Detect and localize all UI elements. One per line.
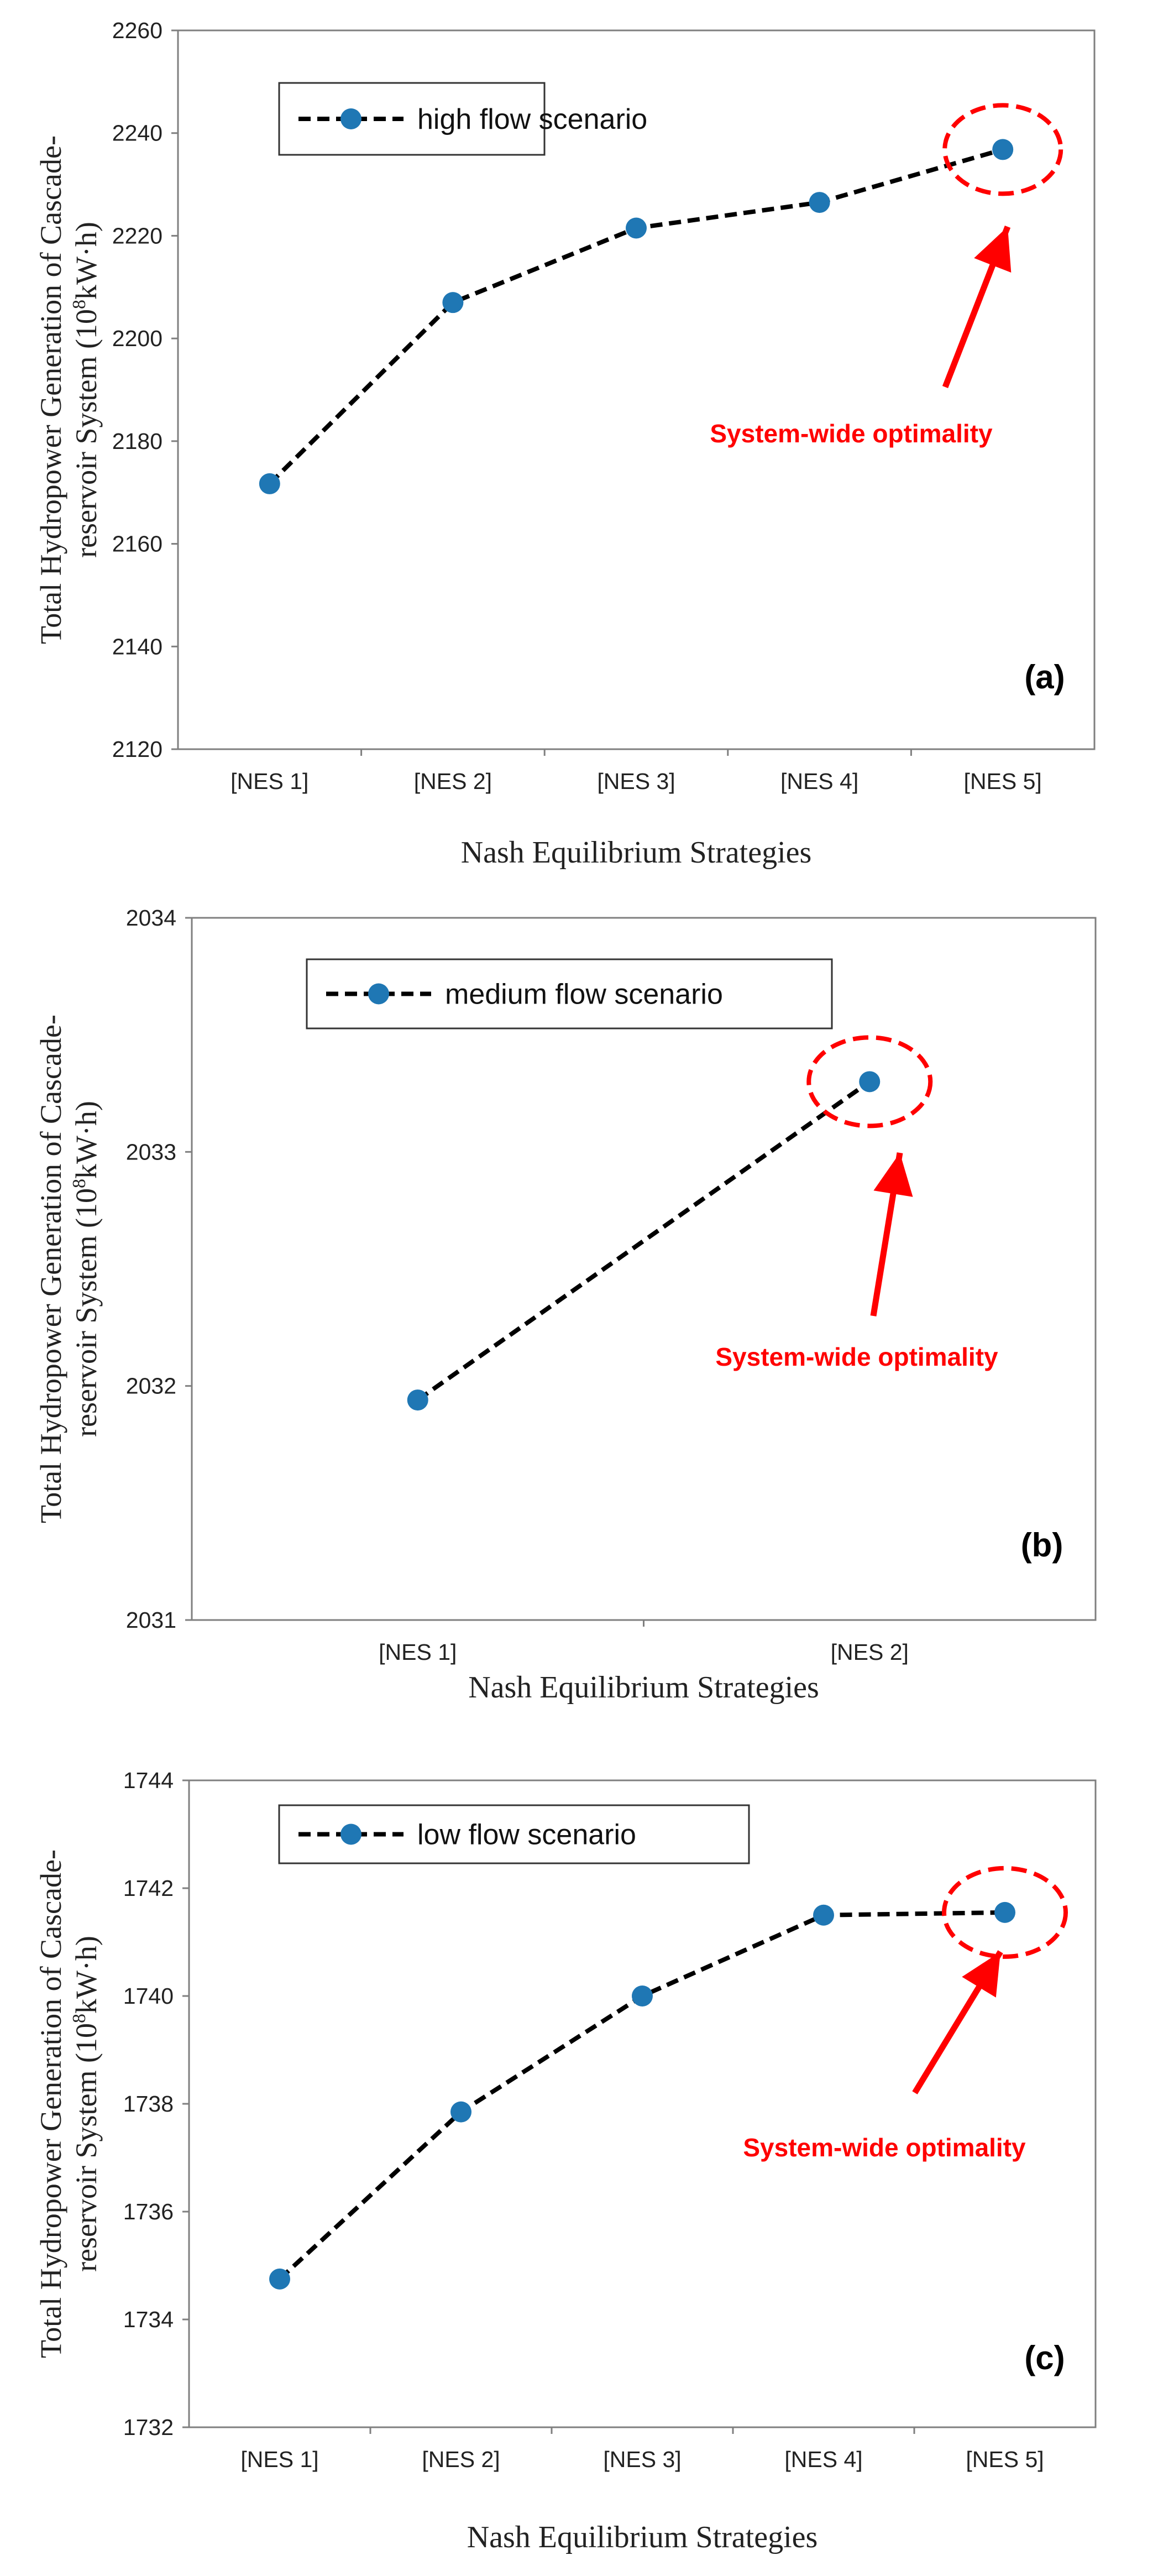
x-axis-label: Nash Equilibrium Strategies — [467, 2520, 818, 2554]
y-tick-label: 2031 — [126, 1607, 176, 1633]
series-line — [416, 1080, 871, 1402]
x-tick-label: [NES 2] — [831, 1639, 909, 1665]
y-axis-label-unit: kW·h) — [70, 1936, 103, 2014]
x-tick-label: [NES 2] — [422, 2447, 500, 2472]
chart-panel-1: 2120 2140 2160 2180 2200 2220 2240 2260 [NES 1] [… — [34, 18, 1096, 870]
highlight-ellipse — [942, 1866, 1068, 1959]
y-tick-label: 2034 — [126, 905, 176, 931]
x-tick-label: [NES 1] — [379, 1639, 457, 1665]
data-point — [809, 192, 830, 213]
y-tick-label: 2140 — [112, 634, 163, 659]
annotation-arrowhead — [873, 1153, 913, 1197]
y-tick-label: 2240 — [112, 121, 163, 146]
legend: high flow scenario — [278, 82, 647, 156]
y-axis-label-unit: kW·h) — [70, 222, 103, 300]
y-tick-label: 2200 — [112, 326, 163, 351]
y-tick-label: 2180 — [112, 429, 163, 454]
y-axis-label-line2: reservoir System (10 — [70, 1188, 103, 1437]
panel-label: (a) — [1024, 659, 1065, 696]
annotation-text: System-wide optimality — [715, 1342, 998, 1371]
data-point — [450, 2101, 471, 2123]
annotation-arrowhead — [962, 1952, 1000, 1998]
legend-marker — [368, 983, 389, 1005]
series-line — [278, 1910, 1005, 2281]
x-tick-label: [NES 4] — [780, 769, 858, 794]
y-axis-label-line2: reservoir System (10 — [70, 2023, 103, 2272]
legend-marker — [340, 1823, 361, 1845]
y-tick-label: 1744 — [123, 1768, 174, 1793]
data-point — [859, 1071, 881, 1093]
legend-marker — [340, 108, 361, 129]
y-tick-label: 1740 — [123, 1983, 174, 2009]
y-tick-label: 1742 — [123, 1875, 174, 1901]
chart-panel-3: 1732 1734 1736 1738 1740 1742 1744 [NES 1] [NES … — [34, 1768, 1097, 2554]
y-axis-label-unit: kW·h) — [70, 1101, 103, 1179]
plot-area — [177, 29, 1096, 750]
data-point — [442, 292, 464, 313]
x-axis-label: Nash Equilibrium Strategies — [468, 1670, 819, 1705]
highlight-ellipse — [942, 103, 1063, 196]
y-axis-label-superscript: 8 — [69, 300, 90, 309]
y-axis-label-superscript: 8 — [69, 2014, 90, 2023]
y-axis-label-line1: Total Hydropower Generation of Cascade- — [34, 1015, 67, 1523]
x-tick-label: [NES 3] — [597, 769, 675, 794]
plot-area — [188, 1779, 1097, 2428]
y-tick-label: 2160 — [112, 531, 163, 557]
legend-label: medium flow scenario — [445, 979, 723, 1011]
y-tick-label: 2220 — [112, 223, 163, 248]
y-tick-label: 2032 — [126, 1373, 176, 1399]
y-axis-label: Total Hydropower Generation of Cascade-r… — [34, 1015, 103, 1523]
y-axis-label: Total Hydropower Generation of Cascade-r… — [34, 135, 103, 644]
highlight-ellipse — [806, 1035, 933, 1128]
data-point — [632, 1985, 653, 2007]
legend: low flow scenario — [278, 1804, 750, 1864]
y-tick-label: 2033 — [126, 1139, 176, 1164]
y-axis-label: Total Hydropower Generation of Cascade-r… — [34, 1849, 103, 2358]
x-tick-label: [NES 1] — [230, 769, 308, 794]
y-tick-label: 1738 — [123, 2091, 174, 2117]
data-point — [626, 217, 647, 239]
x-tick-label: [NES 5] — [966, 2447, 1044, 2472]
annotation-text: System-wide optimality — [710, 419, 993, 448]
y-tick-label: 2120 — [112, 736, 163, 762]
data-point — [992, 139, 1014, 160]
legend-label: high flow scenario — [417, 103, 647, 135]
data-point — [813, 1904, 834, 1926]
x-tick-label: [NES 1] — [240, 2447, 318, 2472]
annotation-text: System-wide optimality — [743, 2133, 1026, 2162]
legend-label: low flow scenario — [417, 1819, 636, 1851]
chart-panel-2: 2031 2032 2033 2034 [NES 1] [NES 2] Nash Equil… — [34, 905, 1097, 1705]
y-tick-label: 1734 — [123, 2307, 174, 2332]
y-tick-label: 1732 — [123, 2415, 174, 2440]
data-point — [269, 2268, 290, 2290]
x-tick-label: [NES 3] — [603, 2447, 681, 2472]
panel-label: (b) — [1021, 1527, 1063, 1564]
x-tick-label: [NES 4] — [784, 2447, 862, 2472]
y-axis-label-line1: Total Hydropower Generation of Cascade- — [34, 135, 67, 644]
legend: medium flow scenario — [306, 958, 833, 1030]
x-tick-label: [NES 5] — [964, 769, 1042, 794]
y-axis-label-line2: reservoir System (10 — [70, 309, 103, 558]
x-axis-label: Nash Equilibrium Strategies — [461, 835, 812, 870]
y-axis-label-superscript: 8 — [69, 1179, 90, 1188]
annotation-arrowhead — [974, 227, 1012, 273]
data-point — [259, 473, 280, 494]
y-tick-label: 1736 — [123, 2199, 174, 2224]
data-point — [407, 1389, 428, 1411]
panel-label: (c) — [1024, 2339, 1065, 2376]
data-point — [994, 1901, 1015, 1923]
x-tick-label: [NES 2] — [414, 769, 492, 794]
y-axis-label-line1: Total Hydropower Generation of Cascade- — [34, 1849, 67, 2358]
y-tick-label: 2260 — [112, 18, 163, 43]
